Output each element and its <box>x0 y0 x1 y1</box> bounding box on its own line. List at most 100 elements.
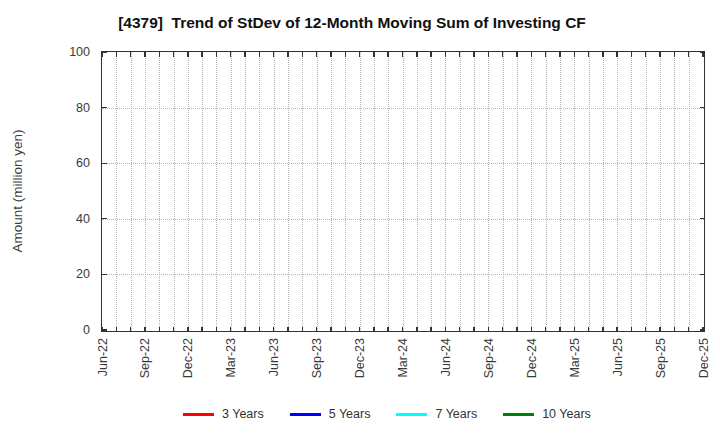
x-tick-mark <box>173 52 174 57</box>
gridline-horizontal <box>102 274 704 275</box>
x-tick-label-text: Jun-22 <box>96 338 110 376</box>
x-tick-mark <box>631 327 632 332</box>
gridline-vertical <box>317 52 318 331</box>
gridline-vertical <box>603 52 604 331</box>
x-tick-mark <box>616 52 617 57</box>
x-tick-mark <box>187 327 188 332</box>
legend-item: 5 Years <box>290 407 371 421</box>
x-tick-mark <box>216 327 217 332</box>
legend-item: 7 Years <box>396 407 477 421</box>
x-tick-mark <box>531 52 532 57</box>
plot-area <box>101 51 705 332</box>
x-tick-label-text: Sep-23 <box>310 338 324 378</box>
gridline-vertical <box>517 52 518 331</box>
gridline-vertical <box>116 52 117 331</box>
x-tick-label-text: Sep-24 <box>482 338 496 378</box>
x-tick-mark <box>316 327 317 332</box>
x-tick-label-text: Mar-25 <box>568 338 582 378</box>
x-tick-mark <box>259 327 260 332</box>
x-tick-mark <box>416 52 417 57</box>
x-tick-mark <box>430 52 431 57</box>
gridline-vertical <box>259 52 260 331</box>
x-tick-mark <box>574 52 575 57</box>
x-tick-mark <box>273 327 274 332</box>
x-tick-mark <box>674 327 675 332</box>
legend: 3 Years5 Years7 Years10 Years <box>183 406 591 422</box>
gridline-vertical <box>331 52 332 331</box>
x-tick-mark <box>445 327 446 332</box>
x-tick-mark <box>373 52 374 57</box>
y-tick-label: 40 <box>28 212 90 227</box>
legend-item: 10 Years <box>503 407 591 421</box>
x-tick-mark <box>230 52 231 57</box>
x-tick-mark <box>287 327 288 332</box>
y-tick-mark <box>700 107 705 108</box>
x-tick-mark <box>201 52 202 57</box>
x-tick-mark <box>216 52 217 57</box>
gridline-vertical <box>574 52 575 331</box>
gridline-vertical <box>345 52 346 331</box>
x-tick-mark <box>473 52 474 57</box>
x-tick-label-text: Jun-23 <box>267 338 281 376</box>
x-tick-mark <box>616 327 617 332</box>
gridline-vertical <box>274 52 275 331</box>
x-tick-mark <box>387 327 388 332</box>
x-tick-mark <box>559 327 560 332</box>
x-tick-mark <box>316 52 317 57</box>
x-tick-mark <box>688 327 689 332</box>
x-tick-label-text: Dec-22 <box>181 338 195 378</box>
y-tick-mark <box>700 51 705 52</box>
y-tick-mark <box>102 274 107 275</box>
x-tick-mark <box>259 52 260 57</box>
gridline-horizontal <box>102 219 704 220</box>
gridline-vertical <box>503 52 504 331</box>
x-tick-mark <box>287 52 288 57</box>
x-tick-mark <box>402 327 403 332</box>
x-tick-mark <box>502 327 503 332</box>
x-tick-mark <box>230 327 231 332</box>
x-tick-mark <box>144 52 145 57</box>
y-tick-mark <box>102 218 107 219</box>
x-tick-mark <box>445 52 446 57</box>
x-tick-mark <box>645 327 646 332</box>
legend-label: 10 Years <box>542 407 591 421</box>
x-tick-mark <box>588 52 589 57</box>
gridline-vertical <box>431 52 432 331</box>
gridline-vertical <box>488 52 489 331</box>
x-tick-label-text: Sep-25 <box>654 338 668 378</box>
x-tick-label-text: Dec-25 <box>697 338 711 378</box>
y-tick-mark <box>700 218 705 219</box>
y-tick-mark <box>102 329 107 330</box>
x-tick-mark <box>645 52 646 57</box>
gridline-vertical <box>216 52 217 331</box>
y-tick-mark <box>102 51 107 52</box>
x-tick-mark <box>159 52 160 57</box>
x-tick-mark <box>459 327 460 332</box>
x-tick-mark <box>345 327 346 332</box>
x-tick-mark <box>559 52 560 57</box>
y-tick-label: 20 <box>28 267 90 282</box>
x-tick-mark <box>459 52 460 57</box>
gridline-vertical <box>159 52 160 331</box>
gridline-vertical <box>145 52 146 331</box>
y-tick-label: 100 <box>28 45 90 60</box>
x-tick-mark <box>273 52 274 57</box>
gridline-vertical <box>131 52 132 331</box>
x-tick-mark <box>244 327 245 332</box>
x-tick-mark <box>516 327 517 332</box>
y-tick-label: 60 <box>28 156 90 171</box>
x-tick-mark <box>674 52 675 57</box>
gridline-horizontal <box>102 108 704 109</box>
legend-line-swatch <box>396 413 427 416</box>
x-tick-mark <box>574 327 575 332</box>
x-tick-mark <box>159 327 160 332</box>
x-tick-mark <box>688 52 689 57</box>
x-tick-mark <box>402 52 403 57</box>
x-tick-mark <box>302 52 303 57</box>
x-tick-mark <box>588 327 589 332</box>
y-tick-mark <box>700 163 705 164</box>
x-tick-mark <box>545 52 546 57</box>
gridline-vertical <box>403 52 404 331</box>
gridline-vertical <box>360 52 361 331</box>
x-tick-mark <box>359 327 360 332</box>
